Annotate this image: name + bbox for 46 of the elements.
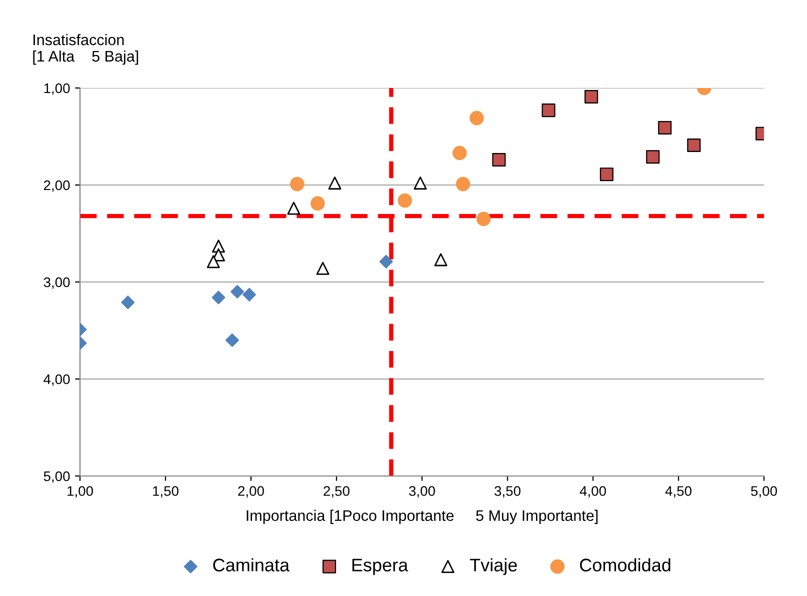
x-tick-label: 4,00	[580, 486, 606, 498]
x-tick-label: 2,00	[238, 486, 264, 498]
point	[316, 262, 330, 275]
point	[414, 176, 427, 190]
point	[452, 146, 467, 160]
point	[542, 104, 556, 118]
y-tick-label: 5,00	[44, 471, 70, 483]
y-tick-label: 1,00	[44, 83, 70, 95]
y-tick-label: 2,00	[44, 180, 70, 192]
x-tick-label: 5,00	[751, 486, 777, 498]
x-tick-label: 4,50	[665, 486, 692, 498]
y-tick-label: 3,00	[44, 277, 70, 289]
point	[470, 110, 484, 126]
point	[287, 202, 300, 215]
point	[600, 168, 614, 182]
point	[492, 153, 506, 167]
point	[242, 288, 256, 302]
point	[434, 253, 448, 266]
point	[230, 284, 244, 298]
point	[328, 176, 342, 190]
point	[658, 121, 672, 135]
legend-label: Tviaje	[470, 558, 517, 576]
point	[212, 290, 226, 304]
point	[225, 333, 239, 347]
y-tick-label: 4,00	[44, 374, 70, 386]
point	[476, 212, 491, 226]
x-tick-label: 3,50	[494, 486, 520, 498]
point	[687, 138, 701, 152]
point	[584, 90, 598, 104]
x-tick-label: 3,00	[409, 486, 435, 498]
point	[121, 296, 135, 310]
point	[206, 255, 220, 268]
legend-label: Espera	[352, 558, 408, 576]
y-axis-title: Insatisfaccion [1 Alta 5 Baja]	[33, 34, 138, 65]
x-tick-label: 2,50	[324, 486, 350, 498]
x-axis-title: Importancia [1Poco Importante 5 Muy Importante]	[246, 510, 598, 524]
point	[290, 176, 304, 192]
point	[646, 150, 660, 164]
legend-label: Comodidad	[580, 558, 670, 572]
legend-label: Caminata	[213, 558, 290, 572]
point	[398, 193, 412, 208]
point	[379, 254, 393, 268]
x-tick-label: 1,50	[153, 486, 178, 498]
point	[310, 196, 325, 211]
point	[456, 176, 470, 192]
x-tick-label: 1,00	[68, 486, 93, 498]
